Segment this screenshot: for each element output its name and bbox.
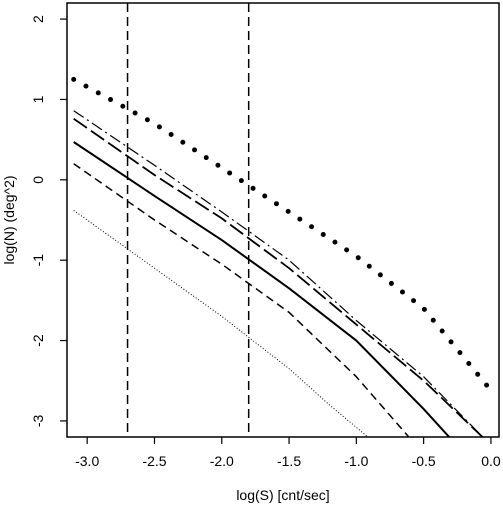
x-tick-label: -2.5 (142, 453, 166, 469)
series-line-dash-dot (73, 110, 484, 437)
x-tick-label: 0.0 (481, 453, 501, 469)
x-tick-label: -1.0 (344, 453, 368, 469)
y-tick-label: 2 (30, 15, 46, 23)
y-tick-label: -3 (30, 414, 46, 427)
plot-content (71, 3, 494, 437)
x-tick-label: -3.0 (75, 453, 99, 469)
y-tick-label: -2 (30, 334, 46, 347)
y-tick-label: -1 (30, 254, 46, 267)
series-line-solid (73, 141, 451, 437)
series-line-fine-dotted (73, 209, 369, 437)
y-tick-label: 0 (30, 176, 46, 184)
x-tick-label: -0.5 (412, 453, 436, 469)
plot-frame (66, 2, 500, 438)
x-tick-label: -2.0 (210, 453, 234, 469)
y-tick-label: 1 (30, 95, 46, 103)
y-axis-label: log(N) (deg^2) (1, 175, 17, 264)
axes: -3.0 -2.5 -2.0 -1.5 -1.0 -0.5 0.0 -3 -2 -1 0 1 2 (30, 15, 501, 469)
x-tick-label: -1.5 (277, 453, 301, 469)
x-axis-label: log(S) [cnt/sec] (236, 487, 329, 503)
series-line-short-dash (73, 163, 410, 437)
series-line-long-dash (73, 117, 484, 437)
series-line-dotted-heavy (71, 76, 494, 393)
